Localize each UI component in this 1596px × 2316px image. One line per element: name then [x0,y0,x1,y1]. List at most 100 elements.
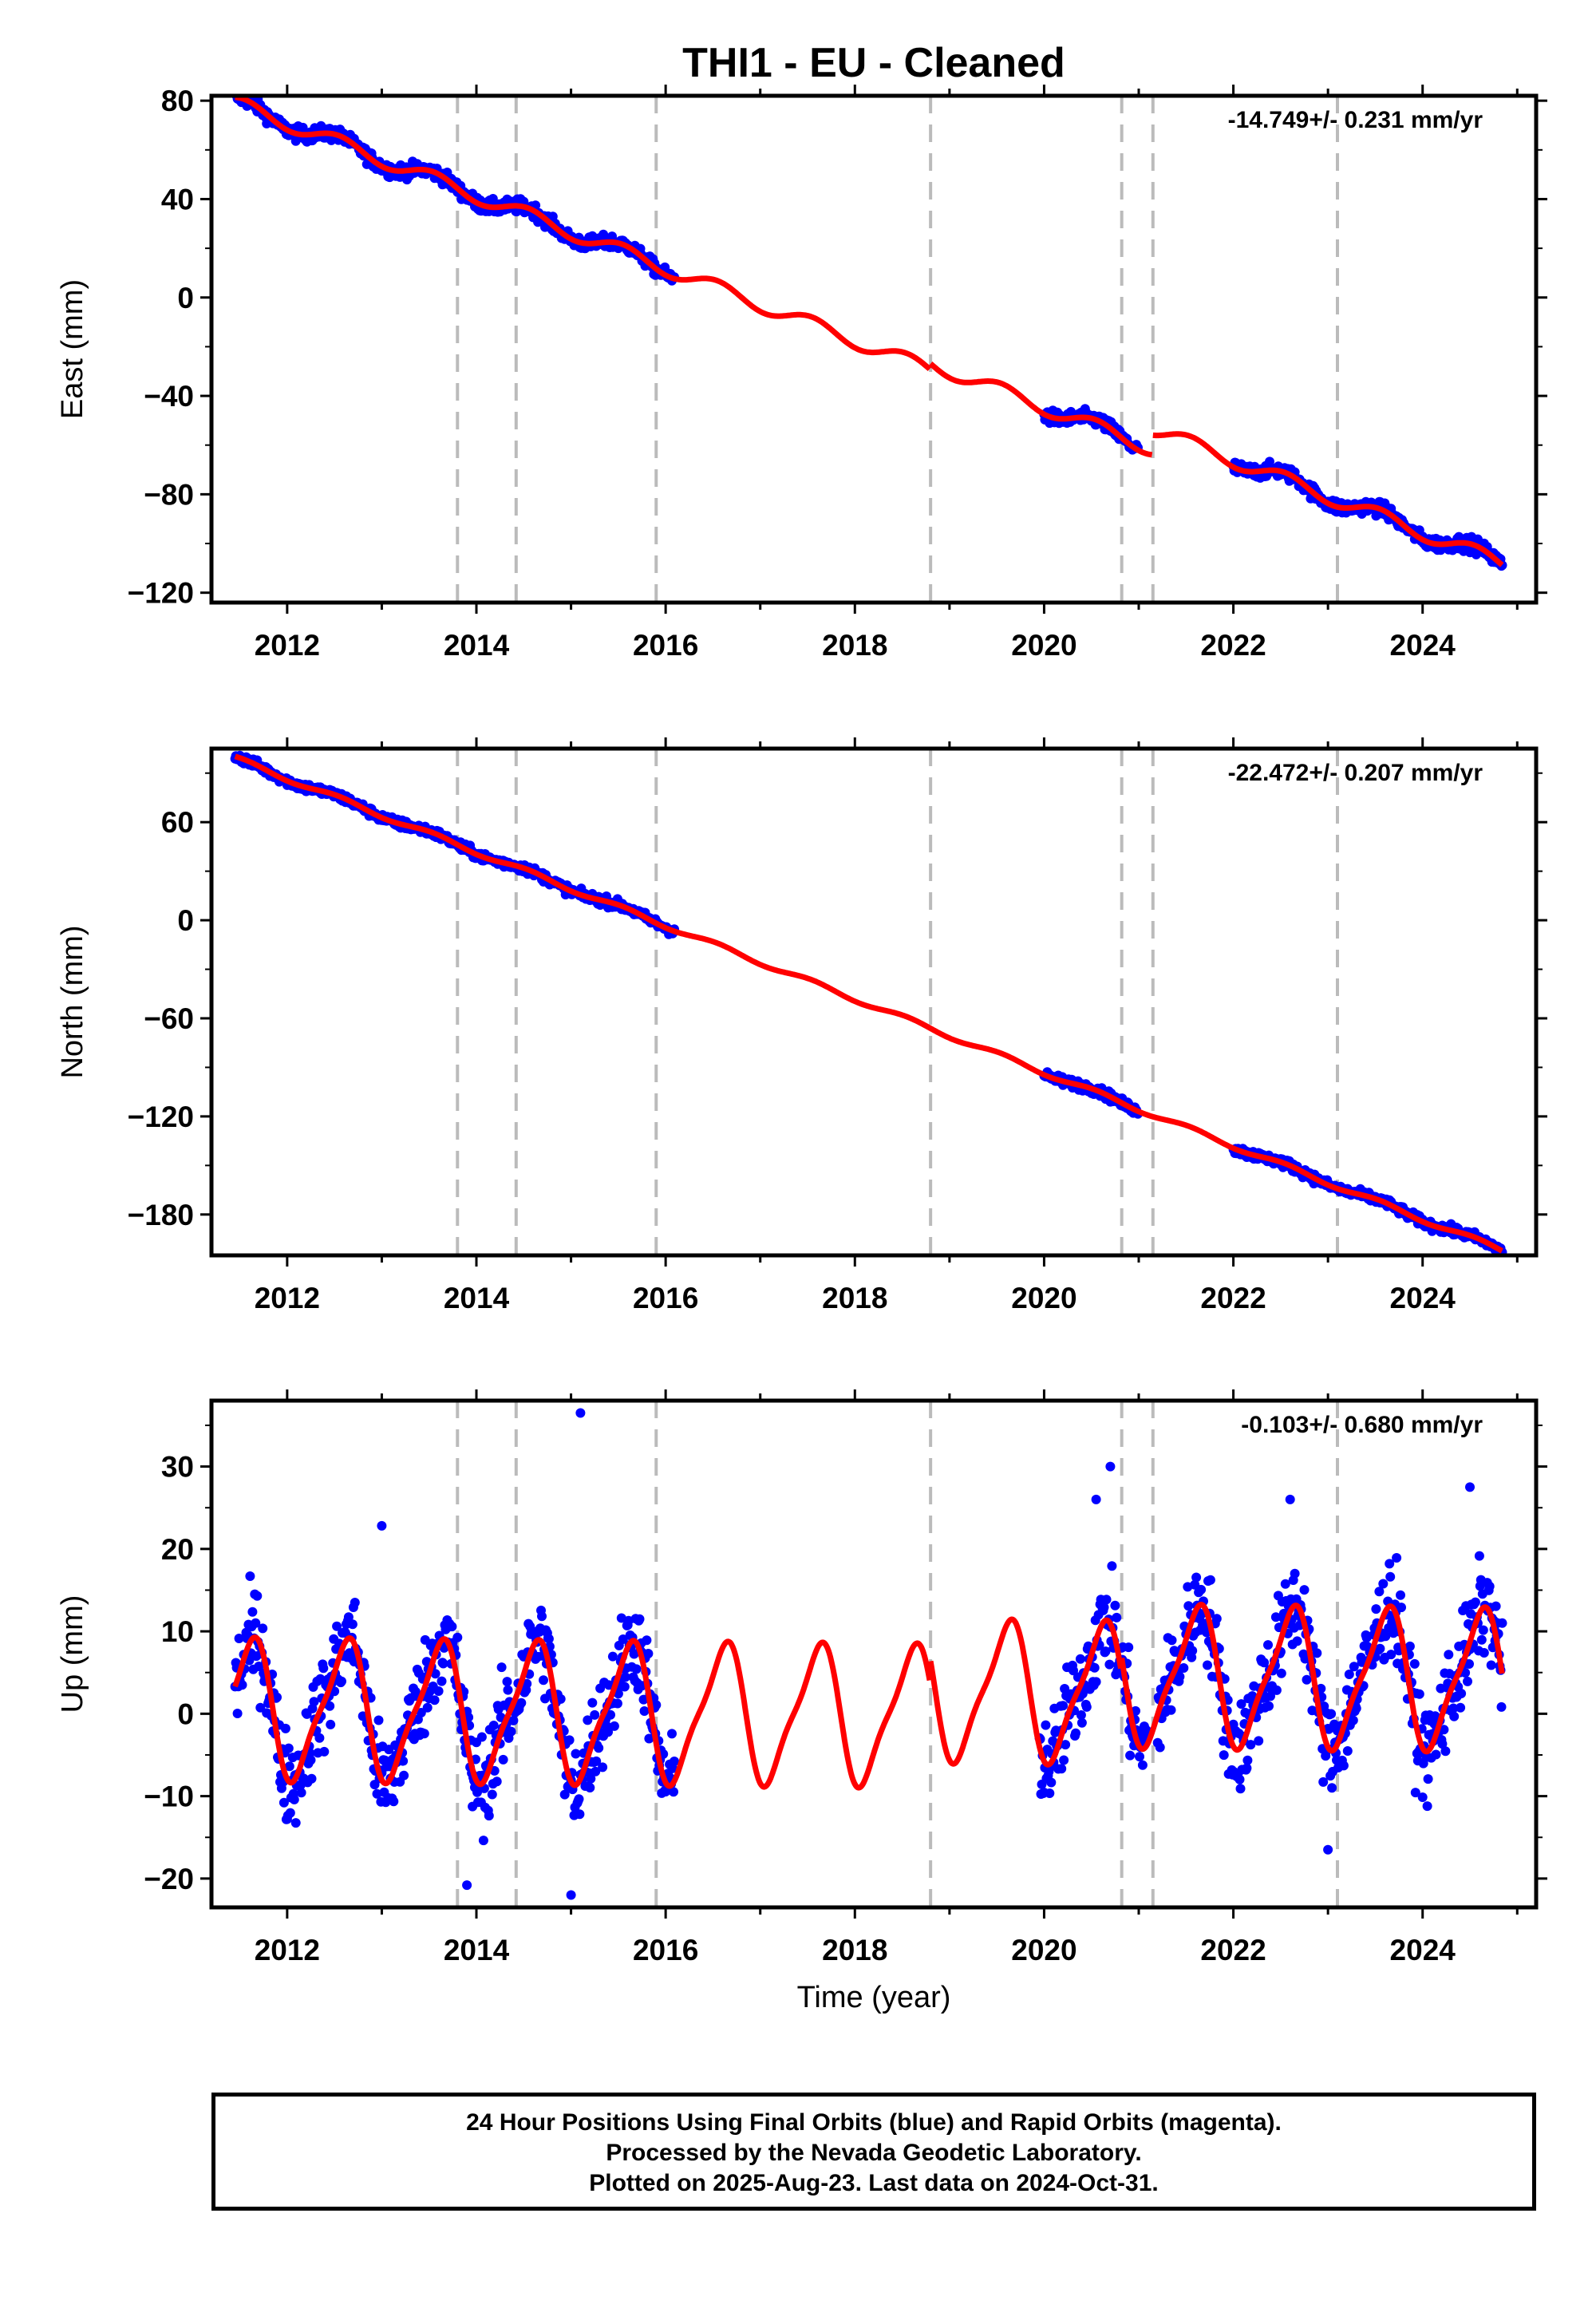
data-point [1460,1668,1471,1678]
plot-area [231,96,1507,603]
data-point [1299,1585,1310,1595]
panel-up: 30 20 10 0 −10 −20 2012 2014 2016 2018 2020 2022 202… [56,1389,1547,1966]
data-point [398,1756,409,1766]
data-point [433,1686,444,1696]
data-point [1270,1612,1281,1622]
data-point [251,1618,261,1628]
data-point [598,1762,608,1773]
data-point [1386,1650,1396,1660]
y-tick-label: −40 [144,380,194,413]
data-point [1110,1600,1120,1611]
data-point [343,1612,354,1622]
data-point [1414,1689,1424,1699]
data-point [280,1723,290,1733]
model-curve [927,1616,1124,1768]
data-point [1375,1643,1385,1654]
x-tick-label: 2024 [1390,1282,1456,1314]
data-point [1437,1739,1448,1749]
data-point [1374,1587,1385,1597]
y-tick-label: 10 [161,1615,194,1648]
footer-line-2: Processed by the Nevada Geodetic Laborat… [606,2140,1142,2166]
chart-title: THI1 - EU - Cleaned [682,40,1065,86]
footer-line-3: Plotted on 2025-Aug-23. Last data on 202… [589,2170,1159,2196]
data-point [472,1787,482,1797]
data-point [1290,1568,1300,1579]
data-point [452,1632,463,1642]
data-point [1137,1760,1148,1770]
data-point [618,1634,628,1644]
data-point [1385,1559,1395,1569]
data-point [1422,1801,1432,1812]
data-point [1071,1728,1080,1738]
x-tick-label: 2014 [444,629,510,662]
data-point [1476,1634,1487,1645]
data-point [279,1797,289,1808]
data-point [347,1619,358,1630]
data-point-outlier [462,1880,472,1891]
x-tick-label: 2016 [633,1282,698,1314]
data-point [1167,1635,1177,1646]
data-point [503,1685,513,1695]
data-point [1431,1749,1441,1760]
data-point [1349,1662,1359,1672]
data-point [590,1709,600,1720]
x-tick-label: 2024 [1390,629,1456,662]
x-axis-label: Time (year) [797,1981,951,2014]
data-point [1423,1774,1433,1784]
data-point [247,1607,258,1617]
y-tick-label: −80 [144,478,194,511]
data-points [230,1408,1507,1900]
data-point [258,1623,268,1634]
data-point [1124,1642,1134,1653]
data-point [606,1709,615,1720]
data-point [1378,1579,1389,1589]
data-point [1135,1752,1144,1762]
data-point [1439,1725,1449,1735]
data-point [1166,1705,1176,1715]
y-tick-label: −20 [144,1863,194,1895]
data-point [603,1727,613,1737]
data-point [476,1732,487,1742]
y-tick-label: 20 [161,1533,194,1566]
data-point [1076,1710,1086,1720]
x-tick-label: 2022 [1200,1934,1266,1966]
data-point [1205,1575,1215,1585]
data-point [516,1697,527,1708]
data-point [438,1658,448,1669]
x-tick-label: 2018 [822,1934,887,1966]
data-points [231,96,1507,571]
data-point [1456,1689,1467,1698]
data-point [1183,1601,1194,1611]
y-tick-label: −120 [128,577,194,610]
data-point-outlier [377,1520,387,1531]
x-tick-label: 2022 [1200,629,1266,662]
data-point [642,1635,652,1646]
x-tick-label: 2012 [255,629,320,662]
data-point [1107,1561,1117,1571]
data-point [1396,1603,1406,1613]
data-point [591,1756,602,1766]
data-point [1235,1774,1245,1784]
data-point [609,1721,619,1731]
data-point [1409,1658,1420,1669]
footer-box: 24 Hour Positions Using Final Orbits (bl… [211,2093,1536,2211]
data-point [422,1702,433,1713]
data-point [1259,1658,1270,1668]
data-point [1057,1764,1067,1774]
data-point [1351,1703,1361,1713]
plot-area [230,1401,1507,1907]
data-point [332,1621,342,1631]
data-point [539,1675,548,1686]
data-point [399,1770,409,1780]
x-tick-label: 2024 [1390,1934,1456,1966]
data-point [373,1715,384,1725]
data-point [1448,1703,1459,1713]
data-point [537,1611,547,1622]
data-point [1041,1720,1051,1730]
data-point [1104,1659,1115,1670]
data-point [1381,1631,1391,1642]
data-point [1302,1674,1312,1685]
data-point [1263,1640,1273,1650]
data-point [634,1614,645,1624]
x-tick-label: 2014 [444,1934,510,1966]
